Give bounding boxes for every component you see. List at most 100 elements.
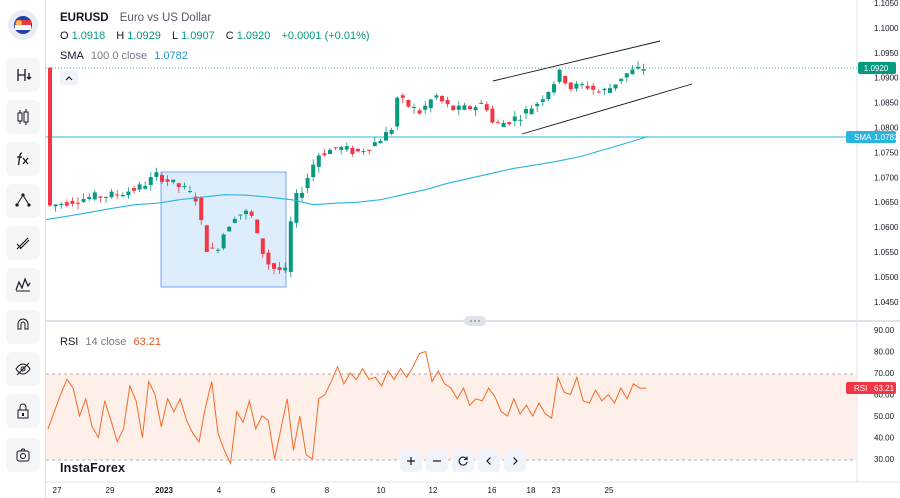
candle-body (305, 178, 310, 189)
candle-body (557, 69, 562, 82)
candle-body (221, 234, 226, 249)
rsi-tick-label: 70.00 (874, 369, 895, 378)
candle-body (591, 85, 596, 90)
patterns-icon (15, 277, 31, 292)
time-tick-label: 12 (429, 486, 438, 495)
channel-upper-line[interactable] (492, 40, 661, 82)
reset-chart-button[interactable] (452, 450, 474, 472)
candle-body (316, 155, 321, 167)
rsi-axis[interactable]: 90.00 80.00 70.00 60.00 50.00 40.00 30.00 (874, 326, 895, 464)
time-tick-label: 27 (53, 486, 62, 495)
candle-body (188, 191, 192, 193)
rsi-legend-params: 14 close (85, 336, 127, 348)
candle-body (59, 203, 64, 205)
candle-body (484, 104, 489, 111)
sma-legend-value: 1.0782 (154, 50, 188, 62)
lock-icon (17, 403, 29, 419)
chart-area[interactable]: 1.1050 1.1000 1.0950 1.0900 1.0850 1.0800 1.07… (46, 0, 900, 498)
time-tick-label: 4 (217, 486, 222, 495)
time-tick-label: 23 (552, 486, 561, 495)
candle-body (92, 192, 97, 200)
candle-body (423, 105, 428, 110)
time-tick-label: 6 (271, 486, 276, 495)
candle-body (81, 199, 86, 202)
channel-lower-line[interactable] (521, 83, 693, 135)
candle-body (641, 69, 646, 71)
sma-line (46, 135, 649, 221)
price-tick-label: 1.0800 (874, 124, 899, 133)
price-tick-label: 1.1000 (874, 24, 899, 33)
candle-body (199, 197, 204, 221)
symbol-legend[interactable]: EURUSD Euro vs US Dollar (60, 12, 211, 24)
screenshot-button[interactable] (6, 438, 40, 472)
shapes-tool-button[interactable] (6, 184, 40, 218)
rsi-tick-label: 50.00 (874, 412, 895, 421)
candle-body (540, 99, 545, 103)
hide-drawings-button[interactable] (6, 352, 40, 386)
pane-resize-handle[interactable] (464, 316, 486, 326)
brush-tool-button[interactable] (6, 226, 40, 260)
lock-drawings-button[interactable] (6, 394, 40, 428)
candle-body (288, 221, 293, 272)
rsi-tick-label: 90.00 (874, 326, 895, 335)
sma-legend-name: SMA (60, 50, 84, 62)
symbol-name: EURUSD (60, 12, 109, 24)
candle-body (529, 108, 534, 115)
candle-body (568, 82, 573, 90)
candle-body (428, 99, 433, 109)
candle-body (613, 84, 618, 89)
patterns-tool-button[interactable] (6, 268, 40, 302)
candle-body (232, 218, 237, 223)
brush-icon (16, 237, 30, 250)
candle-body (160, 175, 164, 182)
candle-body (479, 102, 484, 104)
close-label: C (225, 30, 234, 42)
candle-body (148, 177, 153, 185)
scroll-left-button[interactable] (478, 450, 500, 472)
candle-body (412, 106, 416, 108)
candle-body (496, 122, 500, 124)
candle-body (501, 122, 506, 128)
candle-body (462, 105, 467, 110)
chart-canvas[interactable]: 1.10501.10001.09501.09001.08501.08001.07… (46, 0, 900, 498)
candle-body (490, 108, 495, 123)
indicators-button[interactable] (6, 142, 40, 176)
candle-body (624, 73, 629, 78)
time-axis[interactable]: 27 29 2023 4 6 8 10 12 16 18 23 25 (53, 486, 614, 495)
zoom-out-icon (433, 460, 441, 462)
sma-legend[interactable]: SMA 100 0 close 1.0782 (60, 50, 188, 62)
scroll-right-button[interactable] (504, 450, 526, 472)
rsi-tag-label: RSI (854, 384, 867, 393)
candle-body (244, 210, 248, 215)
candle-body (518, 119, 523, 121)
chart-type-button[interactable] (6, 100, 40, 134)
rsi-legend[interactable]: RSI 14 close 63.21 (60, 336, 161, 348)
rsi-tick-label: 40.00 (874, 434, 895, 443)
candle-body (440, 95, 444, 102)
magnet-button[interactable] (6, 310, 40, 344)
candle-body (630, 69, 635, 75)
price-axis[interactable]: 1.10501.10001.09501.09001.08501.08001.07… (874, 0, 899, 307)
candle-body (384, 131, 388, 141)
candle-body (249, 211, 254, 216)
sma-legend-params: 100 0 close (90, 50, 148, 62)
candle-body (322, 153, 327, 156)
candle-body (434, 95, 439, 98)
zoom-in-button[interactable] (400, 450, 422, 472)
candle-body (272, 263, 276, 269)
symbol-flag-button[interactable] (8, 10, 38, 40)
candle-body (210, 247, 215, 249)
candle-body (294, 193, 299, 223)
rsi-value-tag: RSI 63.21 (846, 382, 896, 394)
brand-watermark: InstaForex (60, 461, 126, 475)
collapse-legend-button[interactable] (60, 71, 78, 85)
candles-layer (48, 61, 646, 278)
text-tool-button[interactable] (6, 58, 40, 92)
scroll-right-icon (513, 457, 518, 465)
ohlc-legend: O 1.0918 H 1.0929 L 1.0907 C 1.0920 +0.0001 … (60, 30, 378, 42)
candle-body (468, 106, 472, 110)
time-tick-label: 10 (377, 486, 386, 495)
zoom-out-button[interactable] (426, 450, 448, 472)
rectangle-drawing[interactable] (160, 171, 287, 288)
candle-body (126, 191, 131, 196)
